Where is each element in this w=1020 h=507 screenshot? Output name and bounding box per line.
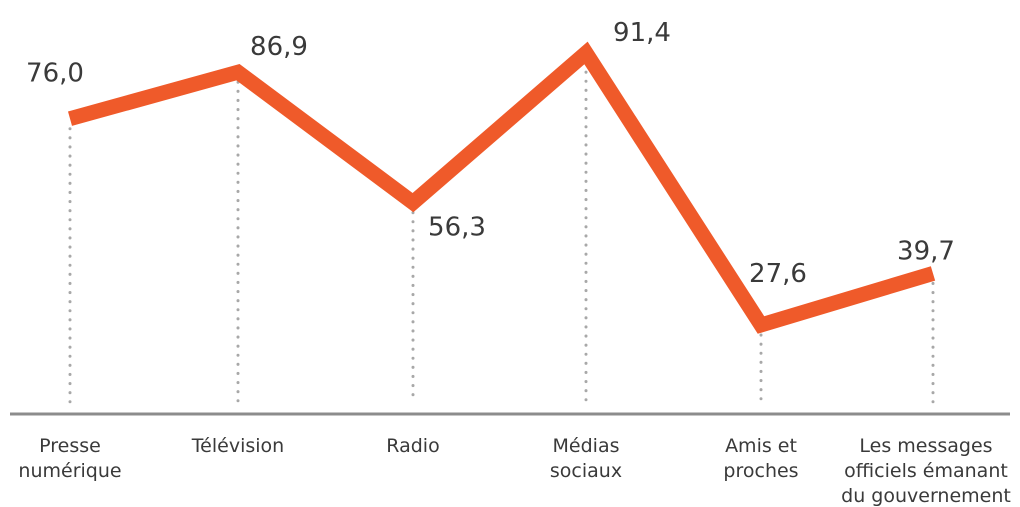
data-label: 56,3: [428, 213, 486, 243]
drop-lines: [68, 61, 935, 405]
x-tick-label: Amis et proches: [723, 435, 798, 482]
x-tick-label: Télévision: [191, 435, 284, 457]
data-label: 39,7: [897, 236, 955, 266]
data-label: 76,0: [26, 59, 84, 89]
category-labels: Presse numérique Télévision Radio Médias soci…: [18, 435, 1010, 507]
data-label: 27,6: [749, 259, 807, 289]
x-tick-label: Presse numérique: [18, 435, 121, 482]
series-line: [67, 41, 936, 334]
x-tick-label: Médias sociaux: [550, 435, 622, 482]
value-labels: 76,0 86,9 56,3 91,4 27,6 39,7: [26, 18, 955, 289]
data-label: 86,9: [250, 32, 308, 62]
x-tick-label: Radio: [386, 435, 439, 457]
x-tick-label: Les messages officiels émanant du gouverne…: [841, 435, 1011, 507]
data-label: 91,4: [613, 18, 671, 48]
